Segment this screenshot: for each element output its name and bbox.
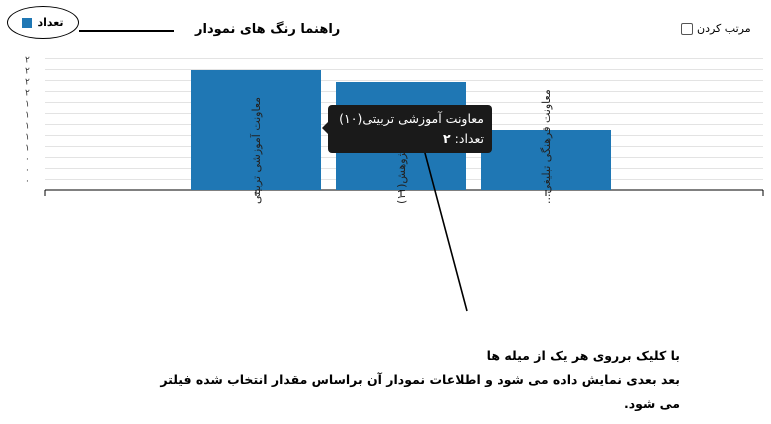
y-tick-label: ۱ (25, 133, 30, 143)
y-tick-label: ۲ (25, 67, 30, 77)
y-tick-label: ۱ (25, 144, 30, 154)
tooltip-title: معاونت آموزشی تربیتی(۱۰) (339, 111, 484, 126)
y-tick-label: ۱ (25, 122, 30, 132)
legend-series-label: تعداد (37, 16, 64, 29)
y-tick-label: ۲ (25, 78, 30, 88)
bar[interactable] (481, 130, 611, 190)
y-tick-label: ۱ (25, 100, 30, 110)
tooltip-arrow (322, 122, 328, 134)
sort-toggle[interactable]: مرتب کردن (681, 22, 751, 35)
legend-series-item[interactable]: تعداد (7, 6, 79, 39)
x-tick-label: معاونت فرهنگی تبلیغی... (540, 89, 553, 204)
help-callout-line2: بعد بعدی نمایش داده می شود و اطلاعات نمو… (160, 372, 680, 411)
y-tick-label: ۰ (25, 177, 30, 187)
chart-tooltip: معاونت آموزشی تربیتی(۱۰) تعداد: ۲ (322, 105, 492, 153)
y-tick-label: ۲ (25, 56, 30, 66)
sort-label: مرتب کردن (697, 22, 751, 35)
help-callout-line1: با کلیک برروی هر یک از میله ها (486, 348, 680, 363)
x-tick-label: معاونت آموزشی تربیتی (249, 97, 263, 204)
y-tick-label: ۰ (25, 155, 30, 165)
help-callout: با کلیک برروی هر یک از میله ها بعد بعدی … (150, 344, 680, 416)
legend-annotation-line (79, 30, 174, 32)
y-tick-label: ۲ (25, 89, 30, 99)
sort-checkbox[interactable] (681, 22, 693, 35)
legend-title: راهنما رنگ های نمودار (195, 22, 341, 37)
tooltip-count-value: ۲ (443, 131, 451, 146)
tooltip-count-row: تعداد: ۲ (336, 129, 484, 149)
bar[interactable] (191, 70, 321, 190)
y-tick-label: ۱ (25, 111, 30, 121)
callout-pointer-line (416, 122, 468, 312)
tooltip-count-label: تعداد: (454, 131, 484, 146)
legend-series-swatch (22, 17, 33, 28)
y-tick-label: ۰ (25, 166, 30, 176)
